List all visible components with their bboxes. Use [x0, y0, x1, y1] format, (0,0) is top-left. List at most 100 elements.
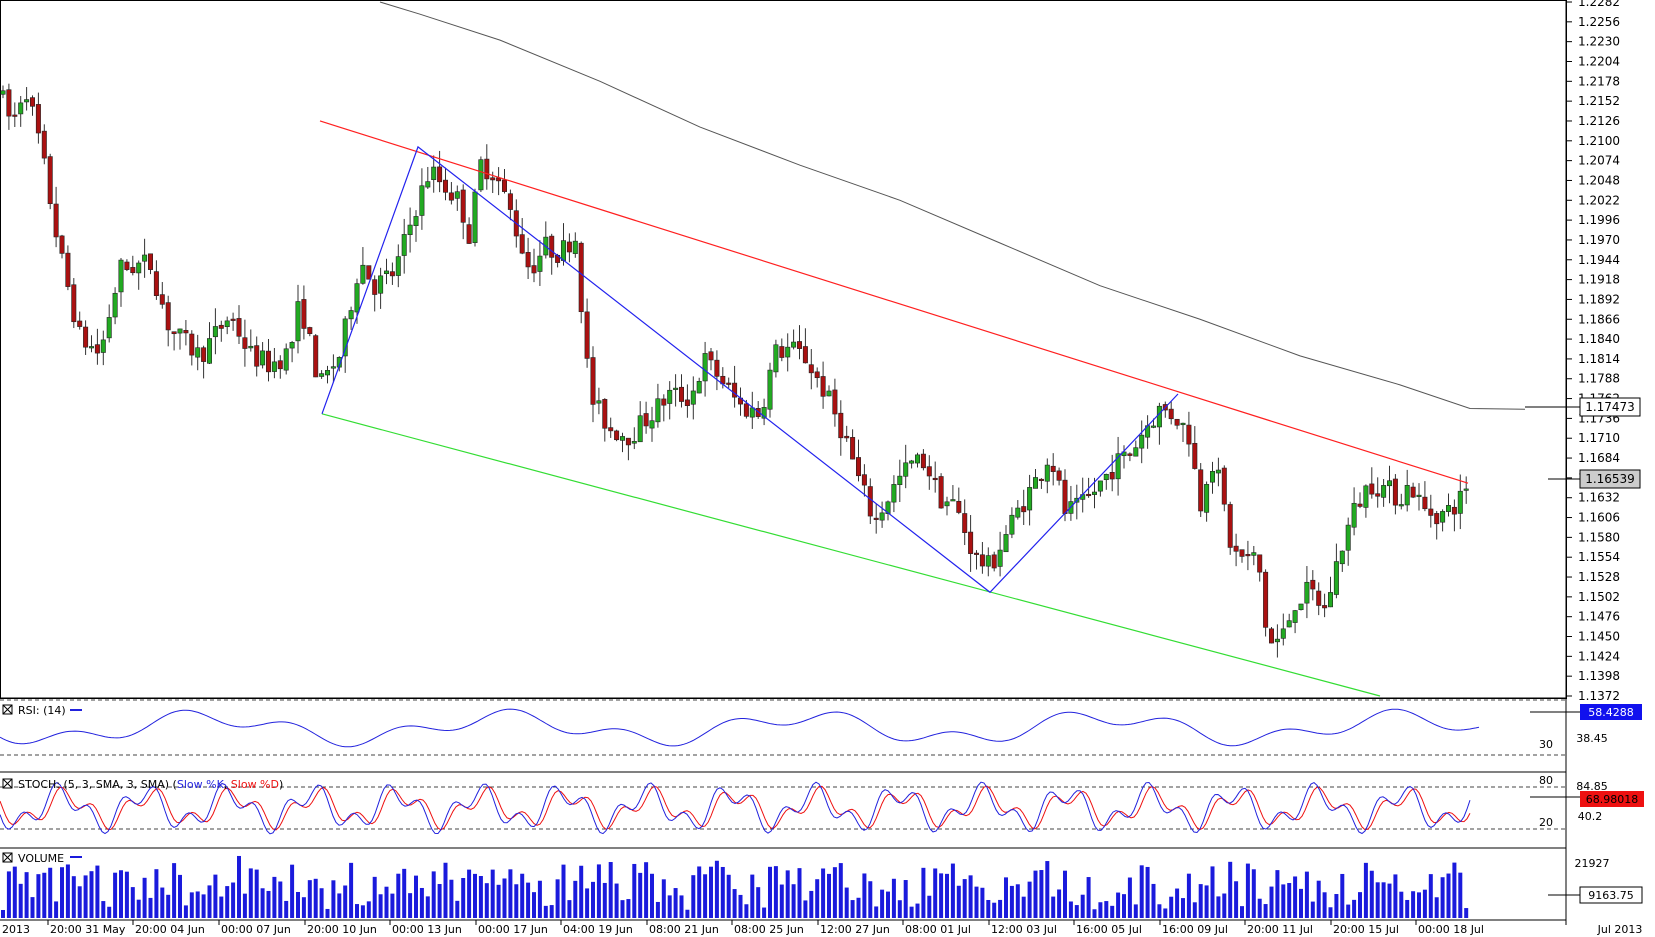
volume-bar — [1009, 885, 1014, 918]
price-tick-label: 1.2256 — [1578, 15, 1620, 29]
volume-bar — [1428, 874, 1433, 918]
price-tick-label: 1.1502 — [1578, 590, 1620, 604]
candle-body — [938, 476, 944, 509]
ma-value-label: 1.17473 — [1585, 400, 1635, 414]
price-tick-label: 1.1996 — [1578, 213, 1620, 227]
volume-bar — [986, 899, 991, 918]
candle-body — [767, 369, 773, 410]
candle-body — [1345, 524, 1351, 551]
volume-bar — [638, 872, 643, 918]
volume-bar — [496, 884, 501, 918]
candle-body — [342, 318, 348, 357]
candle-body — [1387, 480, 1393, 487]
volume-bar — [207, 885, 212, 918]
price-tick-label: 1.1476 — [1578, 610, 1620, 624]
volume-bar — [124, 871, 129, 918]
volume-bar — [1122, 894, 1126, 918]
candle-body — [714, 359, 720, 377]
candle-body — [773, 344, 779, 373]
candle-body — [832, 389, 838, 415]
volume-bar — [567, 900, 572, 918]
volume-bar — [573, 880, 578, 918]
volume-bar — [585, 888, 590, 918]
candle-body — [950, 499, 956, 502]
candle-body — [1233, 545, 1239, 552]
volume-bar — [30, 897, 35, 918]
lower-channel-line — [321, 413, 1381, 697]
volume-bar — [1216, 896, 1221, 918]
candle-body — [1186, 424, 1192, 445]
volume-bar — [1080, 894, 1085, 918]
volume-bar — [71, 876, 76, 918]
volume-bar — [390, 893, 395, 918]
candle-body — [903, 462, 909, 477]
volume-bar — [773, 866, 778, 918]
volume-bar — [1310, 901, 1315, 918]
price-tick-label: 1.2126 — [1578, 114, 1620, 128]
volume-bar — [915, 903, 920, 918]
time-label: Jul 2013 — [1597, 923, 1643, 936]
volume-bar — [290, 864, 295, 918]
volume-bar — [532, 892, 536, 918]
price-tick-label: 1.1398 — [1578, 669, 1620, 683]
candle-body — [1328, 592, 1334, 608]
price-tick-label: 1.2152 — [1578, 94, 1620, 108]
candle-body — [1351, 502, 1357, 528]
price-tick-label: 1.1970 — [1578, 233, 1620, 247]
volume-bar — [1204, 885, 1209, 918]
volume-bar — [555, 879, 560, 918]
candle-body — [348, 310, 354, 320]
candle-body — [1310, 579, 1316, 590]
candle-body — [460, 189, 466, 223]
volume-bar — [1393, 874, 1398, 918]
candle-body — [1009, 514, 1015, 535]
volume-bar — [384, 886, 389, 918]
candle-body — [1245, 554, 1251, 557]
stoch-panel: STOCH: (5, 3, SMA, 3, SMA) (Slow %K, Slo… — [0, 774, 1644, 835]
volume-bar — [1186, 873, 1191, 918]
time-label: 20:00 10 Jun — [307, 923, 377, 936]
candle-body — [1021, 506, 1027, 513]
volume-bar — [1228, 861, 1233, 918]
volume-bar — [6, 871, 11, 918]
volume-bar — [956, 885, 961, 918]
volume-bar — [278, 881, 283, 918]
candle-body — [1304, 581, 1310, 604]
price-tick-label: 1.1528 — [1578, 570, 1620, 584]
price-tick-label: 1.1372 — [1578, 689, 1620, 703]
volume-bar — [301, 897, 306, 918]
time-label: 12:00 27 Jun — [820, 923, 890, 936]
stoch-label-suffix: ) — [279, 778, 283, 791]
candle-body — [726, 382, 732, 385]
candle-body — [106, 317, 112, 339]
price-tick-label: 1.1450 — [1578, 630, 1620, 644]
volume-bar — [378, 894, 383, 918]
time-label: 20:00 31 May — [50, 923, 126, 936]
candle-body — [1192, 442, 1198, 469]
volume-bar — [1346, 904, 1351, 918]
volume-bar — [12, 866, 17, 918]
volume-bar — [313, 878, 318, 918]
volume-bar — [337, 893, 342, 918]
volume-bar — [189, 892, 194, 918]
volume-bar — [1387, 883, 1392, 918]
volume-bar — [148, 897, 153, 918]
candle-body — [702, 353, 708, 382]
volume-bar — [1287, 883, 1292, 918]
candle-body — [1322, 605, 1328, 609]
volume-bar — [797, 868, 802, 918]
candle-body — [661, 398, 667, 406]
volume-bar — [414, 875, 418, 918]
candle-body — [1286, 620, 1292, 628]
candle-body — [1451, 506, 1457, 515]
candle-body — [761, 407, 767, 419]
candle-body — [1404, 484, 1410, 506]
price-tick-label: 1.1944 — [1578, 253, 1620, 267]
volume-bar — [1039, 870, 1044, 918]
candle-body — [254, 345, 260, 367]
volume-bar — [691, 875, 696, 918]
volume-bar — [620, 900, 625, 918]
candle-body — [1410, 486, 1416, 498]
candle-body — [979, 554, 985, 567]
candle-body — [360, 264, 366, 284]
